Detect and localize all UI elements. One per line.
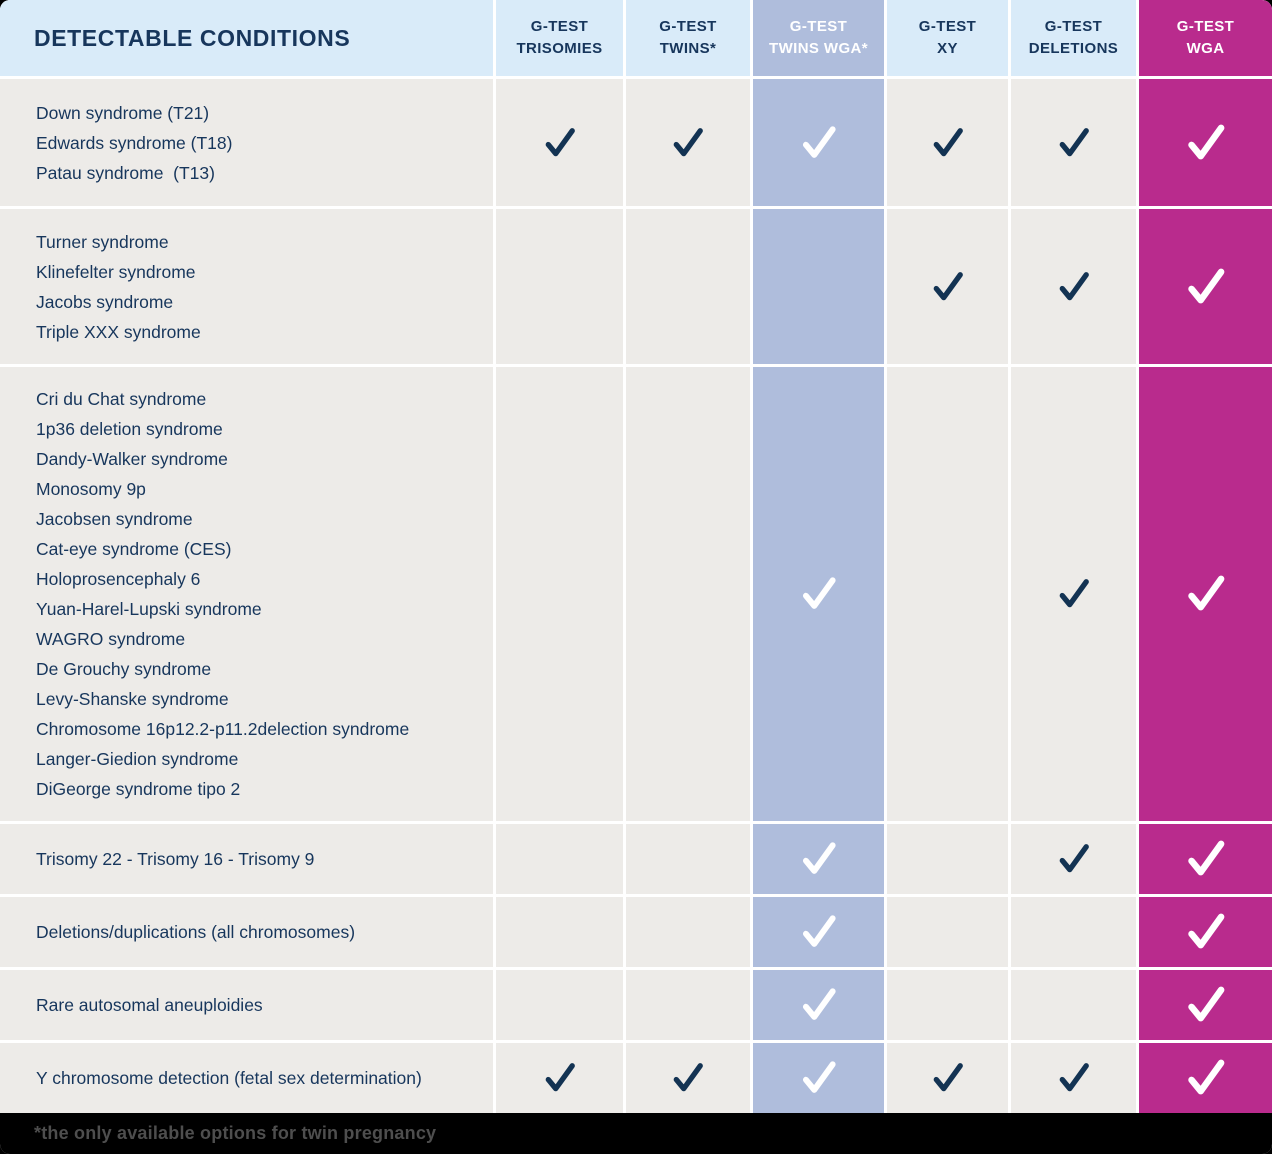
check-cell: [626, 970, 750, 1040]
check-icon: [802, 1061, 836, 1093]
check-cell: [1139, 209, 1272, 364]
check-cell: [1011, 79, 1136, 206]
check-cell: [1011, 897, 1136, 967]
check-cell: [496, 367, 623, 821]
check-cell: [626, 79, 750, 206]
check-cell: [496, 209, 623, 364]
conditions-cell-microdeletions: Cri du Chat syndrome 1p36 deletion syndr…: [0, 367, 493, 821]
check-icon: [802, 842, 836, 874]
check-cell: [1139, 970, 1272, 1040]
check-cell: [496, 79, 623, 206]
footnote-bar: *the only available options for twin pre…: [0, 1113, 1272, 1154]
check-icon: [802, 125, 836, 158]
check-icon: [1187, 986, 1224, 1022]
check-cell: [626, 209, 750, 364]
check-icon: [1059, 271, 1089, 300]
check-cell: [1139, 367, 1272, 821]
check-icon: [933, 1063, 963, 1092]
conditions-cell-rare-aneuploidies: Rare autosomal aneuploidies: [0, 970, 493, 1040]
check-cell: [626, 367, 750, 821]
check-cell: [887, 1043, 1008, 1113]
check-icon: [802, 988, 836, 1020]
condition-names: Trisomy 22 - Trisomy 16 - Trisomy 9: [36, 849, 315, 869]
check-cell: [496, 824, 623, 894]
column-header-xy: G-TEST XY: [887, 0, 1008, 76]
check-icon: [933, 271, 963, 300]
condition-names: Turner syndrome Klinefelter syndrome Jac…: [36, 231, 201, 342]
conditions-cell-deletions-duplications: Deletions/duplications (all chromosomes): [0, 897, 493, 967]
check-cell: [1139, 1043, 1272, 1113]
check-cell: [753, 1043, 884, 1113]
check-cell: [753, 79, 884, 206]
check-cell: [753, 824, 884, 894]
check-icon: [545, 127, 575, 156]
condition-names: Rare autosomal aneuploidies: [36, 995, 263, 1015]
check-icon: [1187, 124, 1224, 159]
check-cell: [1011, 970, 1136, 1040]
table-title: DETECTABLE CONDITIONS: [0, 0, 493, 76]
condition-names: Down syndrome (T21) Edwards syndrome (T1…: [36, 102, 233, 183]
check-cell: [887, 209, 1008, 364]
check-cell: [626, 824, 750, 894]
column-header-deletions: G-TEST DELETIONS: [1011, 0, 1136, 76]
check-icon: [933, 127, 963, 156]
column-header-twins-wga: G-TEST TWINS WGA*: [753, 0, 884, 76]
check-icon: [1187, 1059, 1224, 1095]
conditions-cell-y-chromosome: Y chromosome detection (fetal sex determ…: [0, 1043, 493, 1113]
condition-names: Cri du Chat syndrome 1p36 deletion syndr…: [36, 389, 410, 799]
check-icon: [802, 915, 836, 947]
check-icon: [673, 1063, 703, 1092]
check-cell: [753, 970, 884, 1040]
check-icon: [1059, 579, 1089, 608]
footnote: *the only available options for twin pre…: [34, 1123, 437, 1143]
check-cell: [887, 824, 1008, 894]
check-cell: [626, 897, 750, 967]
check-icon: [673, 127, 703, 156]
check-cell: [1011, 1043, 1136, 1113]
check-cell: [753, 367, 884, 821]
column-header-trisomies: G-TEST TRISOMIES: [496, 0, 623, 76]
check-icon: [545, 1063, 575, 1092]
check-cell: [496, 1043, 623, 1113]
conditions-cell-trisomies-21-18-13: Down syndrome (T21) Edwards syndrome (T1…: [0, 79, 493, 206]
check-icon: [1187, 268, 1224, 303]
check-cell: [626, 1043, 750, 1113]
check-cell: [1139, 79, 1272, 206]
check-cell: [753, 209, 884, 364]
check-icon: [1187, 913, 1224, 949]
check-cell: [1011, 367, 1136, 821]
check-cell: [1139, 824, 1272, 894]
check-icon: [1187, 840, 1224, 876]
conditions-cell-rare-trisomies: Trisomy 22 - Trisomy 16 - Trisomy 9: [0, 824, 493, 894]
check-icon: [1059, 1063, 1089, 1092]
check-cell: [887, 897, 1008, 967]
condition-names: Deletions/duplications (all chromosomes): [36, 922, 356, 942]
check-cell: [496, 970, 623, 1040]
check-icon: [802, 577, 836, 609]
check-cell: [887, 367, 1008, 821]
check-cell: [496, 897, 623, 967]
check-cell: [1139, 897, 1272, 967]
check-cell: [1011, 209, 1136, 364]
column-header-twins: G-TEST TWINS*: [626, 0, 750, 76]
comparison-grid: DETECTABLE CONDITIONS G-TEST TRISOMIES G…: [0, 0, 1272, 1113]
check-cell: [753, 897, 884, 967]
check-cell: [887, 79, 1008, 206]
check-icon: [1187, 575, 1224, 611]
check-cell: [887, 970, 1008, 1040]
condition-names: Y chromosome detection (fetal sex determ…: [36, 1068, 422, 1088]
conditions-cell-sex-chromosome: Turner syndrome Klinefelter syndrome Jac…: [0, 209, 493, 364]
check-icon: [1059, 127, 1089, 156]
check-cell: [1011, 824, 1136, 894]
column-header-wga: G-TEST WGA: [1139, 0, 1272, 76]
check-icon: [1059, 844, 1089, 873]
